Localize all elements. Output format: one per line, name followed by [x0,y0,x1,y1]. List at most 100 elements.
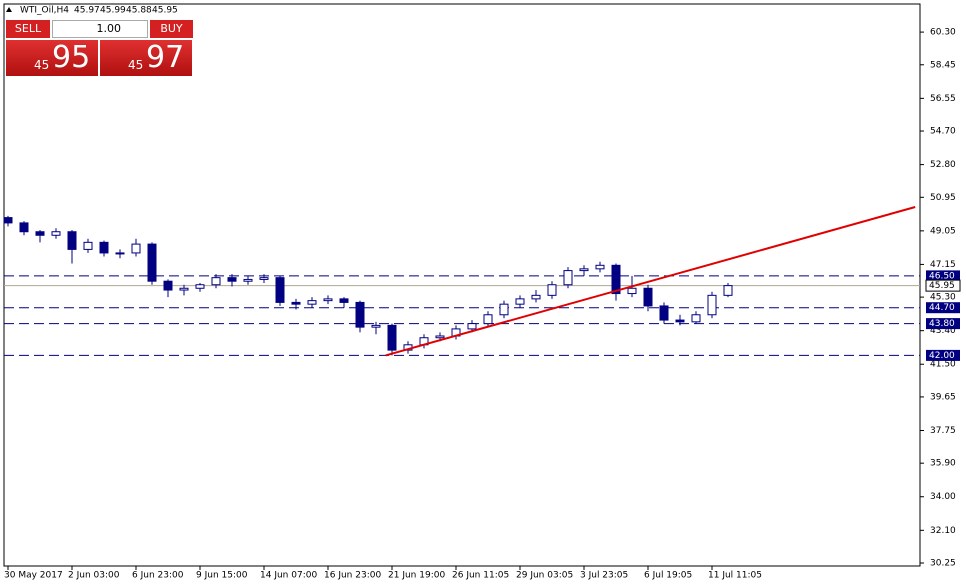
level-label: 43.80 [929,319,955,329]
candle-body [243,278,253,282]
plot-frame [3,3,921,567]
level-label: 42.00 [929,351,955,361]
y-tick-label: 43.40 [930,326,956,336]
candle-body [371,324,381,328]
candle-body [275,277,285,303]
buy-price[interactable]: 45 97 [100,40,192,76]
x-tick-label: 6 Jun 23:00 [132,571,184,581]
x-tick-label: 30 May 2017 [4,571,63,581]
y-tick-label: 30.25 [930,558,956,568]
y-tick-label: 32.10 [930,526,956,536]
level-tag [926,318,960,330]
symbol: WTI_Oil,H4 [20,6,69,16]
candle-body [595,264,605,270]
candle-body [195,284,205,289]
candle-body [675,319,685,323]
candle-body [163,280,173,291]
candle-body [563,270,573,286]
candle-body [115,252,125,255]
candle-body [707,294,717,316]
collapse-icon[interactable] [6,7,12,12]
ohlc-value: 45.99 [100,6,126,16]
candle-body [515,298,525,305]
candle-body [19,222,29,233]
lot-input[interactable]: 1.00 [52,20,148,38]
candle-body [355,301,365,328]
candle-body [323,298,333,302]
level-tag [926,349,960,361]
candle-body [211,277,221,286]
buy-price-pips: 97 [146,40,185,75]
candle-body [627,287,637,295]
candle-body [291,301,301,305]
price-label: 45.95 [929,281,955,291]
candle-body [35,231,45,236]
x-tick-label: 29 Jun 03:05 [516,571,573,581]
candle-body [435,335,445,339]
candle-body [339,298,349,303]
candle-body [611,264,621,295]
x-tick-label: 26 Jun 11:05 [452,571,509,581]
candle-body [643,287,653,307]
y-tick-label: 54.70 [930,127,956,137]
x-tick-label: 6 Jul 19:05 [644,571,692,581]
candle-body [131,243,141,254]
trendline [385,206,916,357]
trade-panel: SELL 1.00 BUY 45 95 45 97 [6,20,193,76]
level-tag [926,270,960,282]
y-tick-label: 49.05 [930,226,956,236]
sell-price-pips: 95 [52,40,91,75]
candle-body [691,314,701,323]
y-tick-label: 60.30 [930,28,956,38]
sell-price[interactable]: 45 95 [6,40,98,76]
candle-body [659,305,669,321]
buy-price-big: 45 [128,58,144,72]
buy-button[interactable]: BUY [150,20,193,38]
candle-body [51,231,61,236]
ohlc-value: 45.97 [74,6,100,16]
y-tick-label: 35.90 [930,459,956,469]
x-tick-label: 3 Jul 23:05 [580,571,628,581]
y-tick-label: 50.95 [930,193,956,203]
x-tick-label: 21 Jun 19:00 [388,571,445,581]
candle-body [531,294,541,300]
y-tick-label: 52.80 [930,160,956,170]
candle-body [723,285,733,296]
level-label: 44.70 [929,303,955,313]
candle-body [179,287,189,291]
candle-body [483,314,493,325]
candle-body [3,217,13,224]
candle-body [387,324,397,351]
x-tick-label: 9 Jun 15:00 [196,571,248,581]
candle-body [259,277,269,280]
price-tag [925,279,961,292]
sell-button[interactable]: SELL [6,20,50,38]
ohlc-value: 45.95 [152,6,178,16]
level-label: 46.50 [929,271,955,281]
candle-body [579,268,589,272]
y-tick-label: 37.75 [930,426,956,436]
candle-body [99,241,109,254]
x-tick-label: 14 Jun 07:00 [260,571,317,581]
y-tick-label: 56.55 [930,94,956,104]
candle-body [307,300,317,305]
sell-price-big: 45 [34,58,50,72]
candle-body [499,303,509,316]
y-tick-label: 34.00 [930,492,956,502]
y-tick-label: 58.45 [930,60,956,70]
y-tick-label: 45.30 [930,293,956,303]
y-tick-label: 39.65 [930,392,956,402]
candle-body [227,277,237,282]
ohlc-value: 45.88 [126,6,152,16]
candle-body [147,243,157,282]
candle-body [467,323,477,330]
y-tick-label: 41.50 [930,360,956,370]
candle-body [83,241,93,250]
level-tag [926,302,960,314]
x-tick-label: 2 Jun 03:00 [68,571,120,581]
x-tick-label: 16 Jun 23:00 [324,571,381,581]
